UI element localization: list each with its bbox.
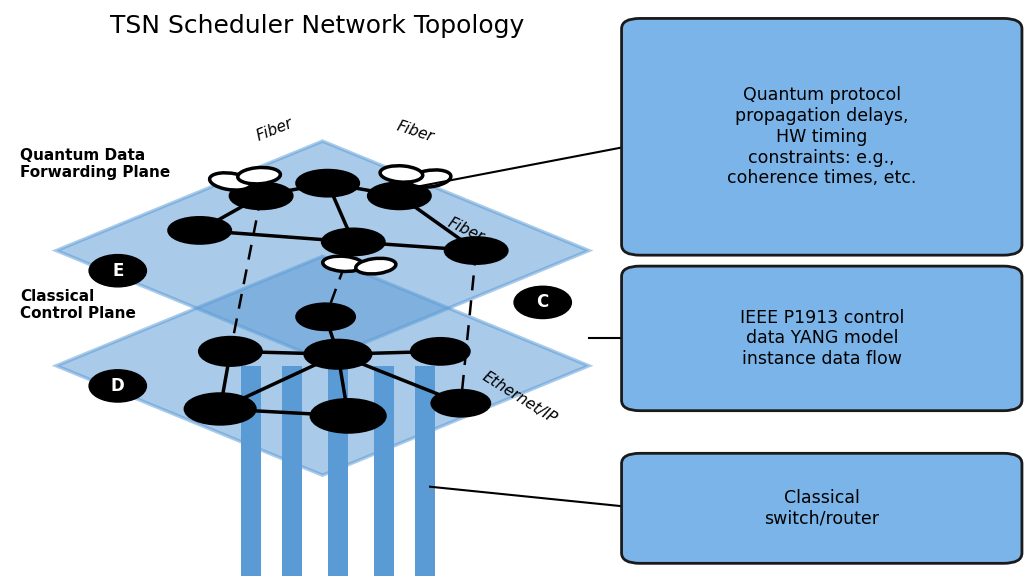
Text: TSN Scheduler Network Topology: TSN Scheduler Network Topology — [111, 14, 524, 39]
Ellipse shape — [185, 394, 255, 424]
Ellipse shape — [297, 170, 358, 196]
Bar — [241, 366, 261, 576]
Text: Quantum Data
Forwarding Plane: Quantum Data Forwarding Plane — [20, 148, 171, 180]
Ellipse shape — [210, 173, 251, 190]
FancyBboxPatch shape — [622, 453, 1022, 563]
Text: Ethernet/IP: Ethernet/IP — [479, 369, 559, 426]
Text: IEEE P1913 control
data YANG model
instance data flow: IEEE P1913 control data YANG model insta… — [739, 309, 904, 368]
Circle shape — [89, 370, 146, 402]
Ellipse shape — [238, 168, 281, 184]
Ellipse shape — [380, 166, 423, 182]
Text: Classical
switch/router: Classical switch/router — [764, 489, 880, 528]
Ellipse shape — [410, 170, 451, 187]
Text: E: E — [112, 262, 124, 280]
Ellipse shape — [297, 304, 354, 329]
Bar — [415, 366, 435, 576]
Ellipse shape — [305, 340, 371, 368]
Ellipse shape — [311, 400, 385, 432]
Bar — [374, 366, 394, 576]
Text: Classical
Control Plane: Classical Control Plane — [20, 289, 136, 321]
Ellipse shape — [355, 258, 396, 274]
Circle shape — [514, 286, 571, 319]
Ellipse shape — [432, 391, 489, 416]
FancyBboxPatch shape — [622, 266, 1022, 411]
Ellipse shape — [200, 338, 261, 365]
Ellipse shape — [369, 183, 430, 209]
Text: Fiber: Fiber — [445, 215, 486, 245]
Polygon shape — [56, 141, 589, 360]
Text: C: C — [537, 293, 549, 312]
Ellipse shape — [230, 183, 292, 209]
Ellipse shape — [323, 256, 364, 271]
Polygon shape — [56, 256, 589, 475]
Text: Fiber: Fiber — [394, 119, 435, 145]
Circle shape — [89, 255, 146, 287]
FancyBboxPatch shape — [622, 18, 1022, 255]
Ellipse shape — [169, 218, 230, 243]
Bar — [282, 366, 302, 576]
Ellipse shape — [323, 229, 384, 255]
Text: D: D — [111, 377, 125, 395]
Text: Fiber: Fiber — [254, 116, 295, 144]
Ellipse shape — [445, 238, 507, 263]
Ellipse shape — [412, 339, 469, 364]
Text: Quantum protocol
propagation delays,
HW timing
constraints: e.g.,
coherence time: Quantum protocol propagation delays, HW … — [727, 86, 916, 187]
Bar — [328, 366, 348, 576]
